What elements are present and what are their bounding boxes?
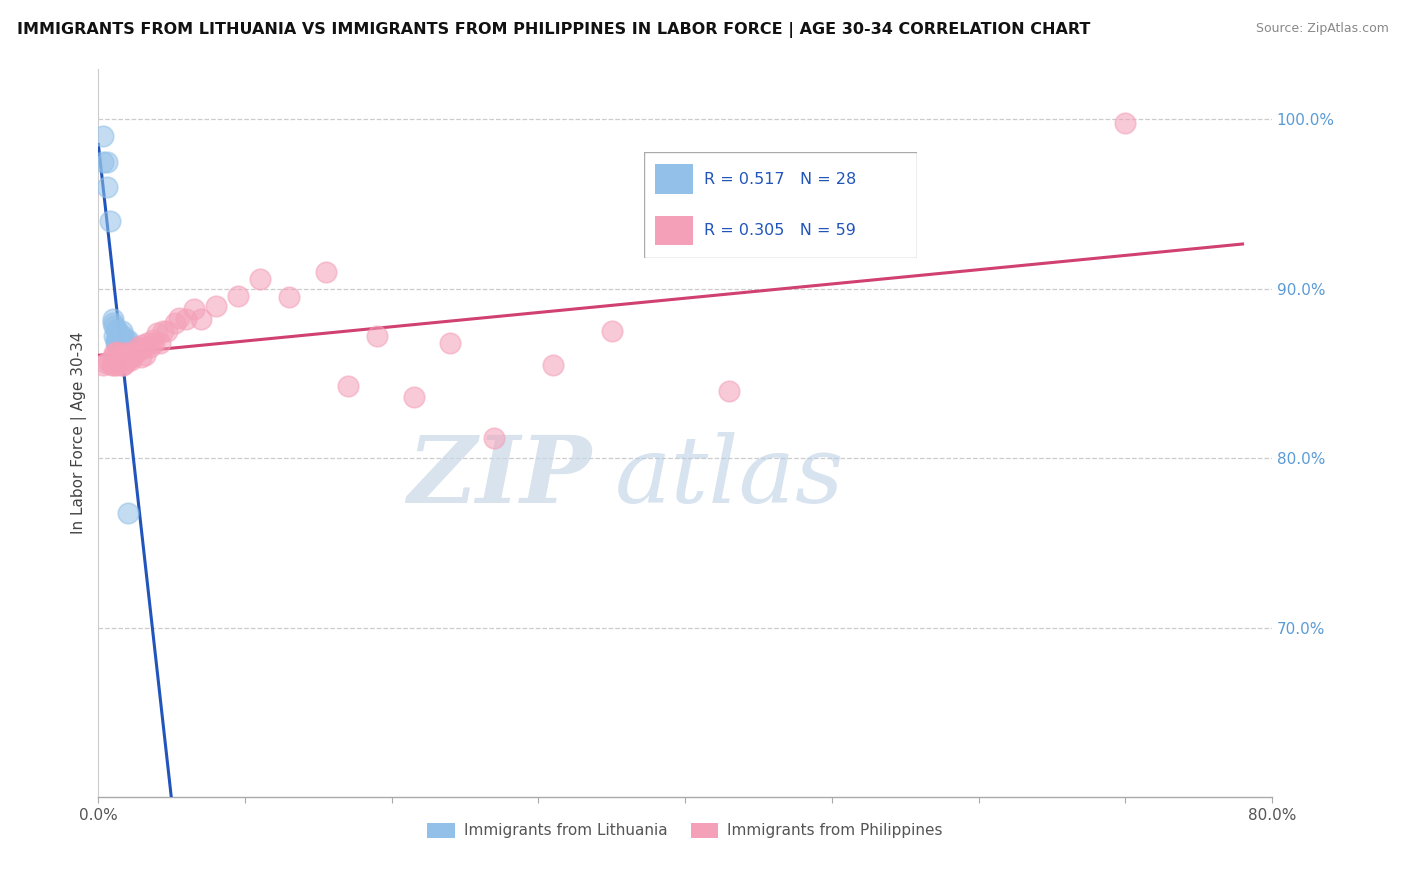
Point: [111, 324, 134, 338]
Point: [541, 358, 564, 372]
Point: [204, 299, 226, 313]
Point: [104, 333, 127, 347]
Point: [114, 336, 136, 351]
Point: [156, 324, 179, 338]
Point: [124, 344, 146, 359]
Text: atlas: atlas: [614, 432, 844, 522]
Legend: Immigrants from Lithuania, Immigrants from Philippines: Immigrants from Lithuania, Immigrants fr…: [422, 817, 949, 845]
Point: [112, 358, 135, 372]
Point: [118, 346, 141, 360]
Bar: [655, 216, 693, 245]
Point: [110, 329, 132, 343]
Point: [103, 329, 125, 343]
Point: [94, 356, 117, 370]
Point: [118, 346, 141, 360]
Bar: [655, 164, 693, 194]
Point: [278, 290, 301, 304]
Point: [115, 346, 138, 360]
Point: [439, 336, 461, 351]
Point: [149, 336, 172, 351]
Text: R = 0.517   N = 28: R = 0.517 N = 28: [704, 172, 856, 186]
Point: [96, 180, 118, 194]
Point: [129, 350, 152, 364]
Point: [121, 350, 143, 364]
Point: [111, 336, 134, 351]
Point: [226, 288, 249, 302]
Point: [110, 336, 132, 351]
Point: [101, 356, 124, 370]
Point: [117, 506, 139, 520]
Point: [366, 329, 388, 343]
Point: [138, 339, 160, 353]
Point: [336, 378, 359, 392]
Text: ZIP: ZIP: [406, 432, 592, 522]
Point: [97, 355, 120, 369]
Point: [98, 214, 121, 228]
FancyBboxPatch shape: [644, 152, 917, 258]
Point: [183, 302, 205, 317]
Point: [114, 356, 136, 370]
Point: [143, 336, 166, 351]
Point: [135, 336, 157, 351]
Point: [103, 358, 125, 372]
Point: [91, 358, 114, 372]
Point: [1114, 116, 1136, 130]
Point: [117, 353, 139, 368]
Point: [167, 310, 190, 325]
Point: [104, 356, 127, 370]
Point: [402, 390, 425, 404]
Point: [115, 333, 138, 347]
Point: [96, 154, 118, 169]
Point: [104, 336, 127, 351]
Point: [600, 324, 623, 338]
Point: [146, 326, 169, 340]
Point: [142, 333, 165, 347]
Point: [108, 333, 131, 347]
Point: [127, 339, 149, 353]
Point: [110, 350, 132, 364]
Point: [100, 358, 122, 372]
Point: [718, 384, 741, 398]
Point: [101, 316, 124, 330]
Point: [190, 312, 212, 326]
Text: R = 0.305   N = 59: R = 0.305 N = 59: [704, 223, 856, 238]
Point: [484, 431, 506, 445]
Point: [152, 324, 174, 338]
Point: [107, 358, 129, 372]
Point: [101, 350, 124, 364]
Point: [117, 333, 139, 347]
Point: [104, 346, 127, 360]
Point: [107, 344, 129, 359]
Point: [131, 338, 153, 352]
Point: [111, 348, 134, 362]
Point: [108, 348, 131, 362]
Text: Source: ZipAtlas.com: Source: ZipAtlas.com: [1256, 22, 1389, 36]
Point: [120, 353, 142, 368]
Point: [103, 319, 125, 334]
Point: [134, 348, 156, 362]
Point: [104, 322, 127, 336]
Point: [249, 271, 271, 285]
Point: [315, 265, 337, 279]
Point: [107, 333, 129, 347]
Point: [112, 329, 135, 343]
Point: [107, 336, 129, 351]
Point: [108, 356, 131, 370]
Point: [91, 154, 114, 169]
Point: [125, 346, 148, 360]
Point: [107, 322, 129, 336]
Point: [132, 341, 155, 355]
Text: IMMIGRANTS FROM LITHUANIA VS IMMIGRANTS FROM PHILIPPINES IN LABOR FORCE | AGE 30: IMMIGRANTS FROM LITHUANIA VS IMMIGRANTS …: [17, 22, 1090, 38]
Point: [91, 129, 114, 144]
Point: [108, 341, 131, 355]
Point: [103, 346, 125, 360]
Y-axis label: In Labor Force | Age 30-34: In Labor Force | Age 30-34: [72, 332, 87, 534]
Point: [111, 358, 134, 372]
Point: [112, 346, 135, 360]
Point: [101, 312, 124, 326]
Point: [110, 339, 132, 353]
Point: [163, 316, 186, 330]
Point: [176, 312, 198, 326]
